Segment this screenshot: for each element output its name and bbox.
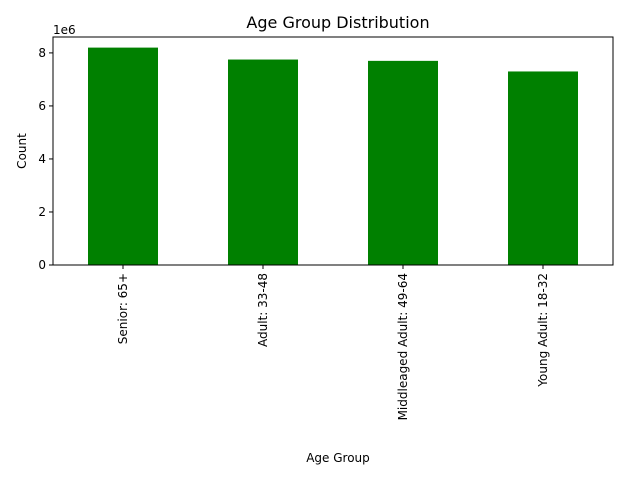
y-tick-label: 4 xyxy=(38,152,46,166)
bars-group xyxy=(88,47,578,266)
y-offset-label: 1e6 xyxy=(53,23,76,37)
y-axis-title: Count xyxy=(15,133,29,169)
bar xyxy=(228,59,298,266)
x-axis-title: Age Group xyxy=(306,451,370,465)
x-tick-label: Senior: 65+ xyxy=(116,273,130,344)
x-axis: Senior: 65+ Adult: 33-48 Middleaged Adult:… xyxy=(116,265,550,420)
y-tick-label: 8 xyxy=(38,46,46,60)
plot-frame xyxy=(52,36,614,266)
bar xyxy=(368,60,438,265)
x-tick-label: Adult: 33-48 xyxy=(256,273,270,347)
y-axis: 0 2 4 6 8 xyxy=(38,46,53,272)
bar xyxy=(88,47,158,266)
bar xyxy=(508,71,578,265)
y-tick-label: 2 xyxy=(38,205,46,219)
x-tick-label: Middleaged Adult: 49-64 xyxy=(396,273,410,420)
x-tick-label: Young Adult: 18-32 xyxy=(536,273,550,388)
y-tick-label: 0 xyxy=(38,258,46,272)
chart-title: Age Group Distribution xyxy=(246,13,429,32)
y-tick-label: 6 xyxy=(38,99,46,113)
